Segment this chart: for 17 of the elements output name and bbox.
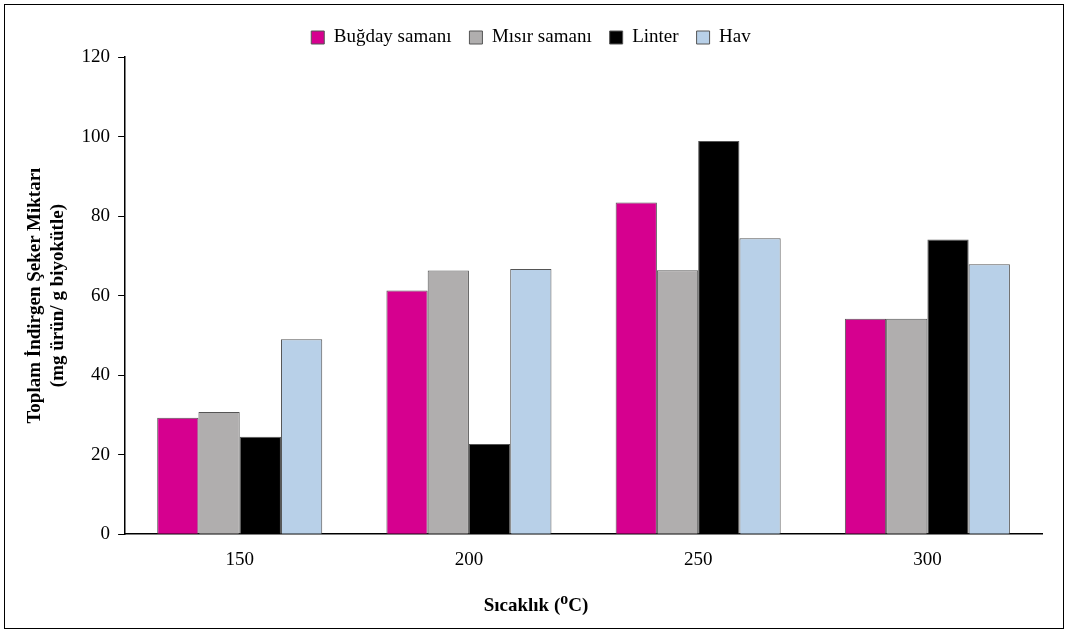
y-tick-label: 80 bbox=[91, 204, 111, 226]
y-axis-title: Toplam İndirgen Şeker Miktarı (mg ürün/ g biyokütle) bbox=[23, 167, 69, 424]
y-tick-label: 120 bbox=[81, 44, 111, 66]
y-tick-label: 40 bbox=[91, 363, 111, 385]
legend-label: Buğday samanı bbox=[333, 25, 452, 47]
x-tick-label: 150 bbox=[225, 547, 254, 569]
x-tick-label: 300 bbox=[913, 547, 942, 569]
x-tick-label: 250 bbox=[683, 547, 713, 569]
y-tick-label: 60 bbox=[91, 283, 111, 305]
y-tick-label: 20 bbox=[91, 442, 111, 464]
x-tick-label: 200 bbox=[454, 547, 484, 569]
legend-label: Mısır samanı bbox=[491, 25, 592, 47]
y-tick-label: 100 bbox=[81, 124, 111, 146]
legend-label: Hav bbox=[719, 25, 752, 47]
y-tick-label: 0 bbox=[100, 522, 111, 544]
x-axis-title: Sıcaklık ($^{o}$C) bbox=[482, 590, 590, 617]
legend-label: Linter bbox=[632, 25, 680, 47]
